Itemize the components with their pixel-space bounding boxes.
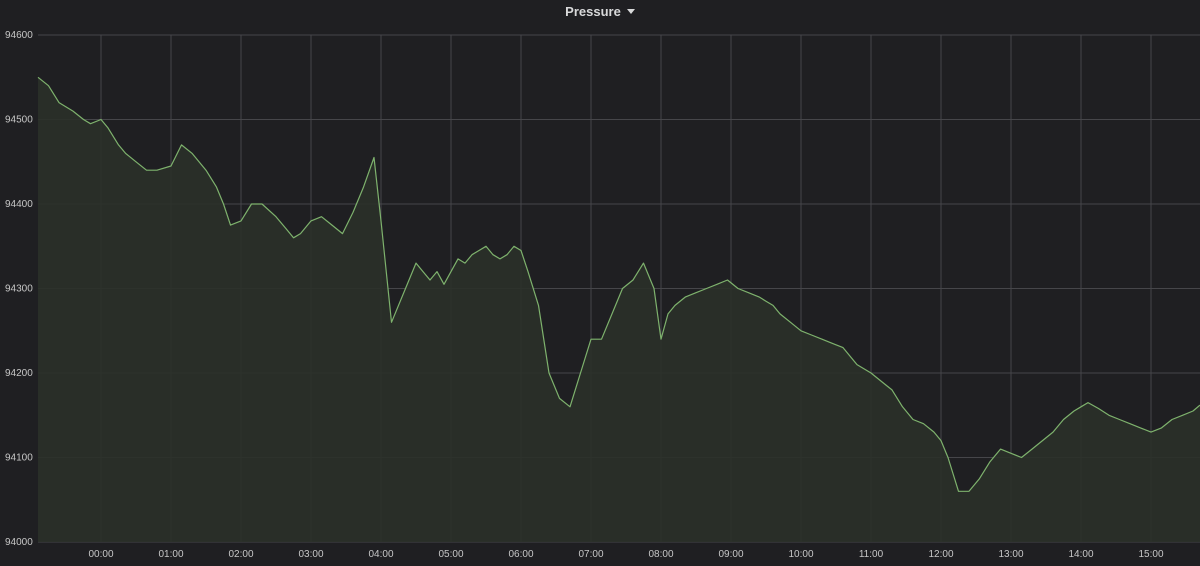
y-tick-label: 94000 [5, 537, 33, 548]
x-tick-label: 04:00 [368, 549, 393, 560]
x-axis: 00:00 01:00 02:00 03:00 04:00 05:00 06:00 07:00… [88, 549, 1163, 560]
y-tick-label: 94300 [5, 284, 33, 295]
panel-title[interactable]: Pressure [565, 3, 621, 19]
y-tick-label: 94500 [5, 115, 33, 126]
caret-down-icon[interactable] [626, 8, 635, 14]
x-tick-label: 02:00 [228, 549, 253, 560]
x-tick-label: 01:00 [158, 549, 183, 560]
series-fill [38, 77, 1200, 543]
x-tick-label: 11:00 [859, 549, 884, 560]
x-tick-label: 13:00 [998, 549, 1023, 560]
x-tick-label: 00:00 [88, 549, 113, 560]
x-tick-label: 07:00 [578, 549, 603, 560]
x-tick-label: 06:00 [508, 549, 533, 560]
y-tick-label: 94200 [5, 368, 33, 379]
y-axis: 94000 94100 94200 94300 94400 94500 94600 [5, 30, 33, 548]
x-tick-label: 14:00 [1068, 549, 1093, 560]
series-line [37, 76, 1200, 492]
x-tick-label: 10:00 [788, 549, 813, 560]
x-tick-label: 12:00 [928, 549, 953, 560]
x-tick-label: 15:00 [1138, 549, 1163, 560]
y-tick-label: 94400 [5, 199, 33, 210]
panel-header: Pressure [0, 0, 1200, 22]
x-tick-label: 08:00 [648, 549, 673, 560]
x-tick-label: 09:00 [718, 549, 743, 560]
y-tick-label: 94100 [5, 453, 33, 464]
x-tick-label: 05:00 [438, 549, 463, 560]
y-tick-label: 94600 [5, 30, 33, 41]
x-tick-label: 03:00 [298, 549, 323, 560]
series-area [37, 76, 1200, 543]
panel-title-menu[interactable]: Pressure [565, 4, 635, 19]
